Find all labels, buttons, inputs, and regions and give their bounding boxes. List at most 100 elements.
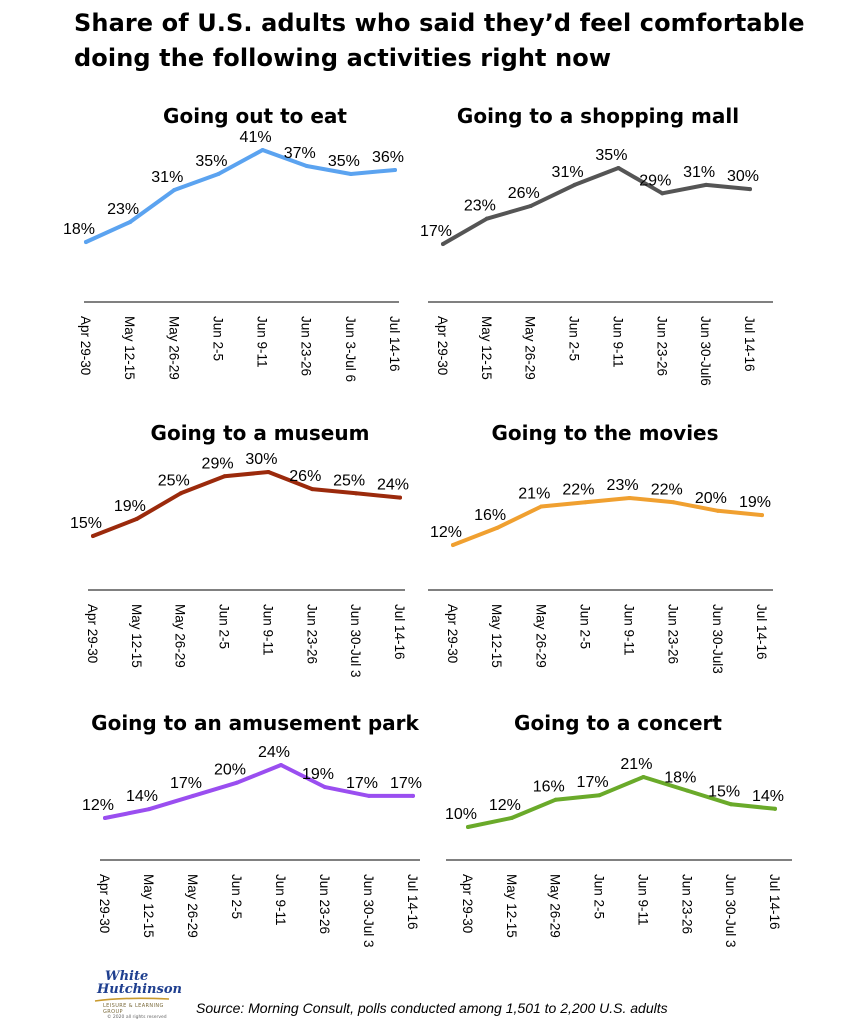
logo-text-line-2: Hutchinson	[97, 982, 182, 997]
x-tick-label: Jun 23-26	[317, 874, 332, 934]
data-point	[310, 487, 315, 492]
x-tick-label: May 12-15	[489, 604, 504, 668]
series-line	[466, 775, 777, 829]
data-label: 35%	[328, 153, 360, 170]
data-label: 31%	[552, 164, 584, 181]
x-tick-label: Jun 2-5	[229, 874, 244, 919]
data-label: 24%	[258, 744, 290, 761]
logo-copyright: © 2020 all rights reserved	[107, 1015, 167, 1020]
data-label: 17%	[170, 775, 202, 792]
x-tick-label: Jun 30-Jul6	[698, 316, 713, 386]
data-point	[411, 793, 415, 798]
series-line	[441, 166, 752, 246]
data-label: 25%	[333, 472, 365, 489]
x-tick-label: Jul 14-16	[742, 316, 757, 372]
x-tick-label: Jun 9-11	[260, 604, 275, 656]
x-tick-label: Jun 23-26	[304, 604, 319, 664]
x-tick-label: Jul 14-16	[392, 604, 407, 660]
data-label: 24%	[377, 477, 409, 494]
data-point	[441, 242, 445, 246]
panel-title: Going to the movies	[491, 421, 718, 445]
data-point	[715, 508, 720, 513]
data-label: 29%	[639, 172, 671, 189]
white-hutchinson-logo: White Hutchinson LEISURE & LEARNING GROU…	[93, 970, 183, 1020]
chart-panel-4: Going to the movies 12% 16% 21% 22% 23% 22% 20%…	[428, 421, 773, 674]
data-label: 25%	[158, 472, 190, 489]
x-tick-label: Apr 29-30	[435, 316, 450, 375]
data-point	[660, 191, 665, 196]
x-tick-label: Jun 23-26	[299, 316, 314, 376]
main-title-line-2: doing the following activities right now	[74, 44, 612, 72]
series-line	[84, 148, 397, 244]
x-tick-label: Jun 30-Jul 3	[723, 874, 738, 948]
data-label: 17%	[420, 223, 452, 240]
x-tick-label: Jun 9-11	[622, 604, 637, 656]
data-label: 20%	[214, 762, 246, 779]
data-label: 26%	[508, 185, 540, 202]
data-point	[279, 763, 283, 767]
data-point	[748, 187, 752, 192]
chart-panel-6: Going to a concert 10% 12% 16% 17% 21% 18% 15% 1…	[445, 711, 792, 948]
data-label: 17%	[390, 775, 422, 792]
x-tick-label: Jun 2-5	[217, 604, 232, 649]
data-point	[451, 543, 455, 547]
x-tick-label: Jun 2-5	[577, 604, 592, 649]
series-line	[91, 470, 402, 538]
x-tick-label: Jul 14-16	[754, 604, 769, 660]
data-point	[222, 474, 227, 479]
data-label: 21%	[620, 756, 652, 773]
x-tick-label: May 12-15	[141, 874, 156, 938]
data-label: 37%	[284, 145, 316, 162]
data-point	[539, 504, 544, 509]
data-point	[260, 148, 265, 152]
data-point	[191, 793, 195, 798]
data-point	[572, 182, 577, 187]
x-tick-label: Jul 14-16	[387, 316, 402, 372]
x-tick-label: May 26-29	[173, 604, 188, 668]
data-label: 22%	[651, 481, 683, 498]
data-point	[147, 807, 151, 812]
data-label: 10%	[445, 806, 477, 823]
x-tick-label: Jun 23-26	[654, 316, 669, 376]
chart-panel-5: Going to an amusement park 12% 14% 17% 20% 24…	[82, 711, 422, 948]
data-label: 31%	[151, 169, 183, 186]
data-label: 17%	[577, 774, 609, 791]
data-point	[304, 164, 309, 168]
x-tick-label: May 12-15	[122, 316, 137, 380]
x-tick-label: Jul 14-16	[767, 874, 782, 930]
data-point	[729, 802, 734, 807]
data-label: 19%	[302, 766, 334, 783]
series-line	[451, 496, 764, 547]
data-label: 19%	[114, 498, 146, 515]
data-point	[773, 806, 777, 811]
data-label: 12%	[430, 524, 462, 541]
x-tick-label: Jun 9-11	[273, 874, 288, 926]
data-label: 14%	[752, 788, 784, 805]
data-point	[509, 815, 514, 820]
data-point	[484, 216, 489, 221]
x-tick-label: May 12-15	[479, 316, 494, 380]
data-label: 20%	[695, 490, 727, 507]
x-tick-label: May 26-29	[166, 316, 181, 380]
x-tick-label: Jun 30-Jul3	[710, 604, 725, 674]
data-label: 19%	[739, 494, 771, 511]
data-point	[354, 491, 359, 496]
series-line	[103, 763, 415, 820]
data-label: 31%	[683, 164, 715, 181]
data-label: 12%	[489, 797, 521, 814]
data-point	[616, 166, 621, 170]
data-point	[367, 793, 371, 798]
chart-panel-2: Going to a shopping mall 17% 23% 26% 31% 35% 2…	[420, 104, 773, 386]
data-point	[466, 825, 470, 829]
x-tick-label: Jun 23-26	[666, 604, 681, 664]
data-label: 23%	[607, 477, 639, 494]
x-tick-label: Jun 9-11	[610, 316, 625, 368]
x-tick-label: Apr 29-30	[97, 874, 112, 933]
data-point	[760, 513, 764, 518]
data-label: 17%	[346, 775, 378, 792]
data-label: 30%	[727, 168, 759, 185]
logo-text-line-3: LEISURE & LEARNING GROUP	[103, 1003, 164, 1015]
data-label: 36%	[372, 149, 404, 166]
x-tick-label: Jun 2-5	[592, 874, 607, 919]
main-title-line-1: Share of U.S. adults who said they’d fee…	[74, 9, 805, 37]
